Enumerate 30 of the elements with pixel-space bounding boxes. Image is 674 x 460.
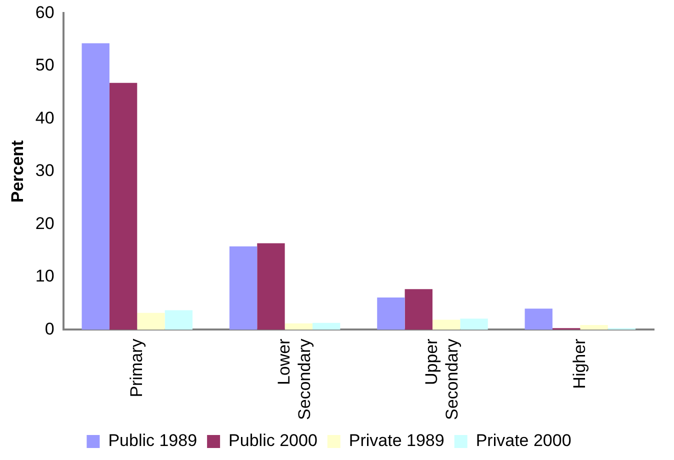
- legend-label: Public 1989: [108, 431, 198, 450]
- legend-label: Private 2000: [476, 431, 572, 450]
- x-tick-label: Lower Secondary: [274, 338, 314, 420]
- y-tick-label: 20: [35, 214, 54, 233]
- bar: [137, 312, 165, 330]
- bar: [229, 246, 258, 330]
- bar: [82, 43, 110, 330]
- bar: [460, 318, 488, 330]
- bar: [580, 324, 608, 330]
- bar: [257, 243, 285, 330]
- bar: [312, 322, 340, 330]
- x-tick-label: Higher: [570, 338, 589, 389]
- legend-label: Private 1989: [348, 431, 444, 450]
- bar: [524, 308, 552, 330]
- y-tick-label: 0: [44, 319, 54, 338]
- y-tick-label: 50: [35, 56, 54, 75]
- bar: [164, 310, 193, 330]
- y-tick-label: 30: [35, 161, 54, 180]
- y-axis-title: Percent: [8, 140, 27, 203]
- bar: [109, 82, 138, 330]
- x-tick-label: Primary: [126, 338, 146, 398]
- y-tick-label: 60: [35, 2, 54, 22]
- x-tick-label: Upper Secondary: [422, 338, 462, 420]
- legend-label: Public 2000: [228, 431, 318, 450]
- bar: [404, 289, 432, 330]
- y-tick-label: 10: [35, 266, 54, 286]
- bar: [432, 320, 460, 330]
- bar: [284, 323, 313, 330]
- bar: [377, 298, 405, 330]
- y-tick-label: 40: [35, 108, 54, 128]
